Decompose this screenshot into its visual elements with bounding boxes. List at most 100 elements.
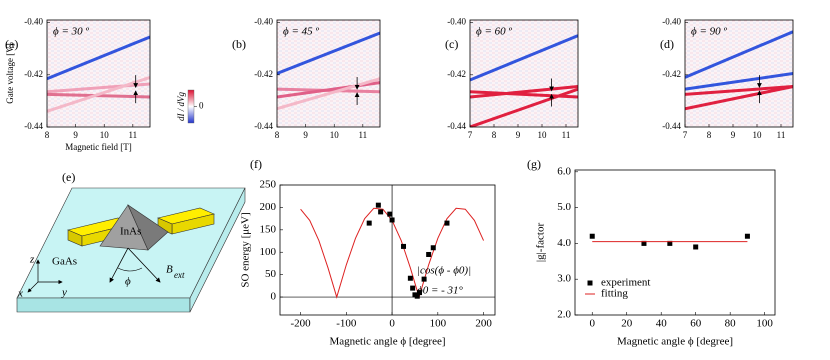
- x-tick-label: 11: [128, 130, 137, 140]
- x-tick-label: 11: [777, 130, 786, 140]
- chart-panel: (f) |cos(ϕ - ϕ0)| ϕ0 = - 31° -200 -100 0 100 20…: [240, 157, 496, 348]
- y-tick-label: 150: [260, 223, 277, 235]
- x-tick-label: 9: [303, 130, 308, 140]
- data-point: [641, 240, 647, 246]
- y-tick-label: -0.44: [447, 121, 466, 131]
- y-tick-label: -0.44: [254, 121, 273, 131]
- x-tick-label: 100: [756, 318, 773, 330]
- x-tick-label: 8: [492, 130, 497, 140]
- legend-label: fitting: [601, 288, 628, 300]
- x-tick-label: 9: [731, 130, 736, 140]
- y-tick-label: -0.44: [662, 121, 681, 131]
- y-tick-label: 6.0: [557, 165, 571, 177]
- trace: [685, 85, 793, 111]
- data-point: [414, 293, 420, 299]
- plot-area: [470, 20, 578, 127]
- data-point: [417, 290, 423, 296]
- x-tick-label: 8: [45, 130, 50, 140]
- y-tick-label: -0.40: [254, 17, 273, 27]
- arrow: [127, 247, 161, 283]
- plot-area: [47, 20, 150, 127]
- panel-label: (a): [5, 37, 18, 51]
- plot-area: [277, 20, 380, 127]
- x-tick-label: 10: [753, 130, 763, 140]
- y-tick-label: -0.42: [447, 69, 466, 79]
- x-tick-label: -100: [336, 318, 357, 330]
- x-tick-label: 8: [275, 130, 280, 140]
- y-axis-label: |g|-factor: [535, 223, 547, 263]
- device-diagram: (e) InAs GaAs ϕ B ext z y x: [16, 170, 246, 313]
- y-tick-label: 3.0: [557, 273, 571, 285]
- trace: [47, 35, 150, 81]
- annotation: |cos(ϕ - ϕ0)|: [417, 265, 471, 277]
- trace: [685, 85, 793, 96]
- data-point: [387, 211, 393, 217]
- contact: [157, 217, 173, 235]
- colorbar: [187, 89, 195, 124]
- x-tick-label: 0: [589, 318, 595, 330]
- y-tick-label: -0.44: [24, 121, 43, 131]
- y-tick-label: -0.40: [447, 17, 466, 27]
- trace: [470, 87, 578, 127]
- panel-title: ϕ = 45 º: [283, 26, 319, 38]
- angle-arc: [117, 267, 143, 272]
- substrate-label: GaAs: [52, 256, 77, 268]
- colorbar-label: dI / dVg: [176, 92, 186, 121]
- y-tick-label: 5.0: [557, 201, 571, 213]
- data-point: [401, 243, 407, 249]
- data-point: [389, 217, 395, 223]
- x-tick-label: 0: [389, 318, 395, 330]
- panel-label: (e): [62, 170, 75, 184]
- arrow: [109, 247, 129, 283]
- trace: [47, 82, 150, 94]
- x-tick-label: 7: [683, 130, 688, 140]
- legend-label: experiment: [601, 277, 650, 289]
- chart-panel: (c) ϕ = 60 º 7 8 9 10 11 -0.40 -0.42 -0.44: [445, 17, 579, 140]
- panel-label: (b): [232, 37, 246, 51]
- x-tick-label: 8: [707, 130, 712, 140]
- heatmap-background: [47, 20, 150, 127]
- data-point: [421, 276, 427, 282]
- y-axis-label: Gate voltage [V]: [5, 43, 15, 103]
- x-tick-label: 10: [330, 130, 340, 140]
- dot-label: InAs: [120, 226, 141, 238]
- panel-title: ϕ = 60 º: [476, 26, 512, 38]
- y-tick-label: 50: [265, 268, 277, 280]
- x-tick-label: 80: [725, 318, 737, 330]
- x-tick-label: -200: [290, 318, 311, 330]
- data-point: [407, 275, 413, 281]
- data-point: [444, 220, 450, 226]
- axis-arrow: [27, 281, 39, 293]
- y-tick-label: -0.42: [24, 69, 43, 79]
- x-tick-label: 100: [430, 318, 447, 330]
- plot-frame: [684, 19, 794, 128]
- panel-label: (d): [660, 37, 674, 51]
- plot-frame: [574, 169, 776, 316]
- trace: [685, 30, 793, 79]
- x-axis-label: Magnetic angle ϕ [degree]: [329, 336, 445, 348]
- axis-label: z: [29, 254, 35, 266]
- x-tick-label: 9: [516, 130, 521, 140]
- data-point: [410, 285, 416, 291]
- field-label: B: [166, 264, 173, 276]
- quantum-dot: [127, 204, 169, 251]
- plot-frame: [469, 19, 579, 128]
- substrate-front: [16, 297, 191, 313]
- y-tick-label: -0.40: [662, 17, 681, 27]
- y-tick-label: -0.42: [662, 69, 681, 79]
- trace: [470, 85, 578, 99]
- x-tick-label: 7: [468, 130, 473, 140]
- panel-label: (c): [445, 37, 458, 51]
- y-tick-label: 250: [260, 179, 277, 191]
- x-tick-label: 11: [358, 130, 367, 140]
- plot-frame: [46, 19, 151, 128]
- plot-area: [280, 185, 495, 315]
- x-axis-label: Magnetic angle ϕ [degree]: [617, 336, 733, 348]
- plot-frame: [279, 184, 496, 316]
- y-tick-label: -0.42: [254, 69, 273, 79]
- x-tick-label: 20: [621, 318, 633, 330]
- chart-panel: (a) ϕ = 30 º 0 dI / dVg 8 9 10 11 -0.40 -0.42 -0.4…: [5, 17, 204, 152]
- trace: [685, 72, 793, 91]
